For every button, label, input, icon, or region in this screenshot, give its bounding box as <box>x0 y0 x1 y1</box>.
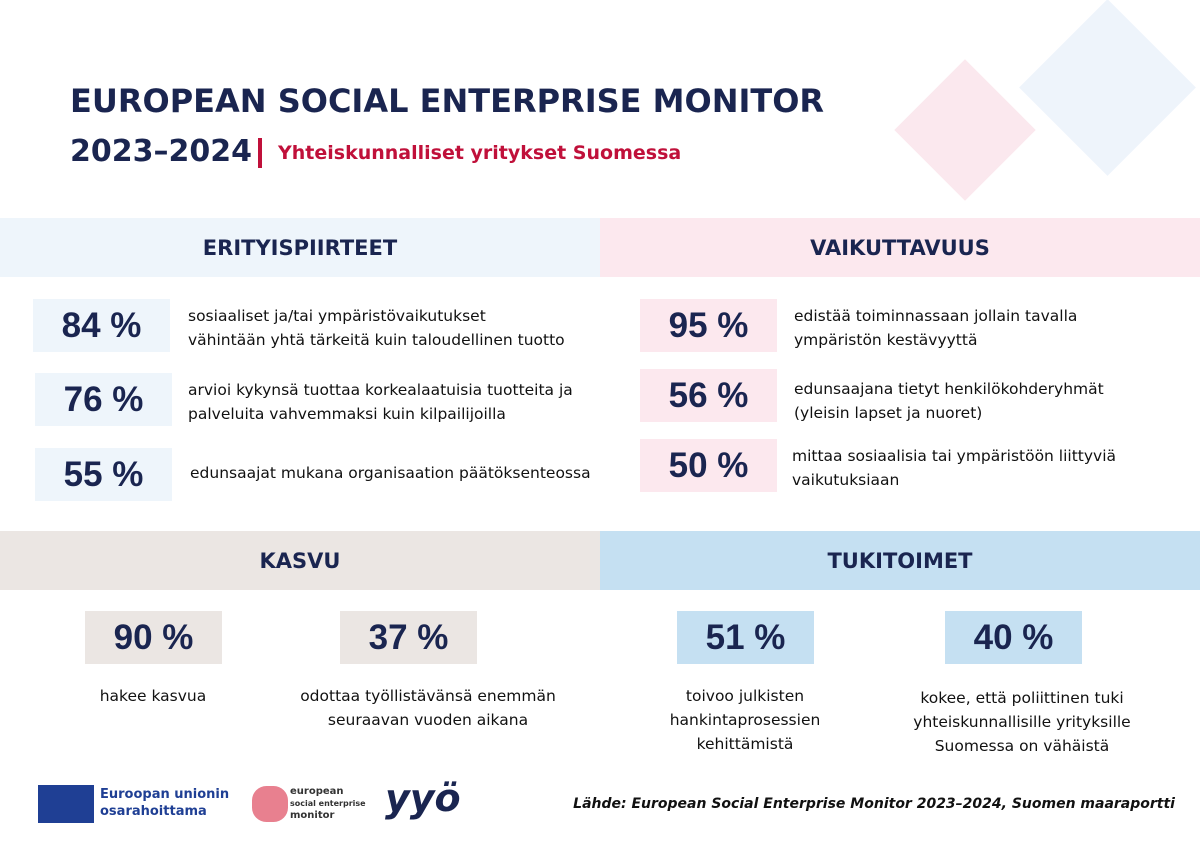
text-line: kehittämistä <box>696 735 794 753</box>
item-text: kokee, että poliittinen tuki yhteiskunnal… <box>892 686 1152 758</box>
text-line: vähintään yhtä tärkeitä kuin taloudellin… <box>188 331 565 349</box>
text-line: sosiaaliset ja/tai ympäristövaikutukset <box>188 307 486 325</box>
separator <box>258 138 262 168</box>
stat-box: 40 % <box>945 611 1082 664</box>
item-text: edistää toiminnassaan jollain tavalla ymp… <box>794 304 1077 352</box>
title: EUROPEAN SOCIAL ENTERPRISE MONITOR <box>70 82 825 120</box>
esem-text: european social enterprise monitor <box>290 786 366 822</box>
eu-line: osarahoittama <box>100 804 207 819</box>
eu-text: Euroopan unionin osarahoittama <box>100 786 229 820</box>
stat-box: 50 % <box>640 439 777 492</box>
text-line: palveluita vahvemmaksi kuin kilpailijoil… <box>188 405 506 423</box>
esem-line: european <box>290 786 344 797</box>
esem-line: social enterprise <box>290 799 366 808</box>
text-line: edunsaajat mukana organisaation päätökse… <box>190 464 591 482</box>
years: 2023–2024 <box>70 134 252 169</box>
stat-box: 37 % <box>340 611 477 664</box>
text-line: edistää toiminnassaan jollain tavalla <box>794 307 1078 325</box>
section-header: TUKITOIMET <box>600 531 1200 590</box>
text-line: ympäristön kestävyyttä <box>794 331 978 349</box>
text-line: kokee, että poliittinen tuki <box>920 689 1124 707</box>
section-header: KASVU <box>0 531 600 590</box>
stat-box: 84 % <box>33 299 170 352</box>
source: Lähde: European Social Enterprise Monito… <box>573 796 1175 812</box>
text-line: yhteiskunnallisille yrityksille <box>913 713 1131 731</box>
item-text: arvioi kykynsä tuottaa korkealaatuisia t… <box>188 378 573 426</box>
stat-box: 90 % <box>85 611 222 664</box>
eu-flag <box>38 785 94 823</box>
yyo-logo: yyö <box>385 776 461 820</box>
item-text: edunsaajat mukana organisaation päätökse… <box>190 461 591 485</box>
eu-line: Euroopan unionin <box>100 787 230 802</box>
decor <box>1019 0 1196 176</box>
stat-box: 51 % <box>677 611 814 664</box>
item-text: edunsaajana tietyt henkilökohderyhmät (yl… <box>794 377 1104 425</box>
item-text: odottaa työllistävänsä enemmän seuraavan … <box>298 684 558 732</box>
text-line: hakee kasvua <box>99 687 207 705</box>
text-line: arvioi kykynsä tuottaa korkealaatuisia t… <box>188 381 573 399</box>
text-line: odottaa työllistävänsä enemmän <box>300 687 556 705</box>
text-line: Suomessa on vähäistä <box>934 737 1110 755</box>
stat-box: 76 % <box>35 373 172 426</box>
item-text: hakee kasvua <box>23 684 283 708</box>
esem-logo <box>252 786 288 822</box>
stat-box: 55 % <box>35 448 172 501</box>
text-line: vaikutuksiaan <box>792 471 900 489</box>
text-line: toivoo julkisten <box>685 687 805 705</box>
item-text: mittaa sosiaalisia tai ympäristöön liitt… <box>792 444 1116 492</box>
stat-box: 95 % <box>640 299 777 352</box>
subtitle: Yhteiskunnalliset yritykset Suomessa <box>278 142 682 164</box>
item-text: toivoo julkisten hankintaprosessien kehitt… <box>615 684 875 756</box>
item-text: sosiaaliset ja/tai ympäristövaikutukset v… <box>188 304 565 352</box>
text-line: mittaa sosiaalisia tai ympäristöön liitt… <box>792 447 1117 465</box>
text-line: seuraavan vuoden aikana <box>327 711 529 729</box>
section-header: VAIKUTTAVUUS <box>600 218 1200 277</box>
stat-box: 56 % <box>640 369 777 422</box>
decor <box>894 59 1036 201</box>
text-line: (yleisin lapset ja nuoret) <box>794 404 983 422</box>
text-line: edunsaajana tietyt henkilökohderyhmät <box>794 380 1104 398</box>
esem-line: monitor <box>290 810 335 821</box>
text-line: hankintaprosessien <box>669 711 821 729</box>
section-header: ERITYISPIIRTEET <box>0 218 600 277</box>
